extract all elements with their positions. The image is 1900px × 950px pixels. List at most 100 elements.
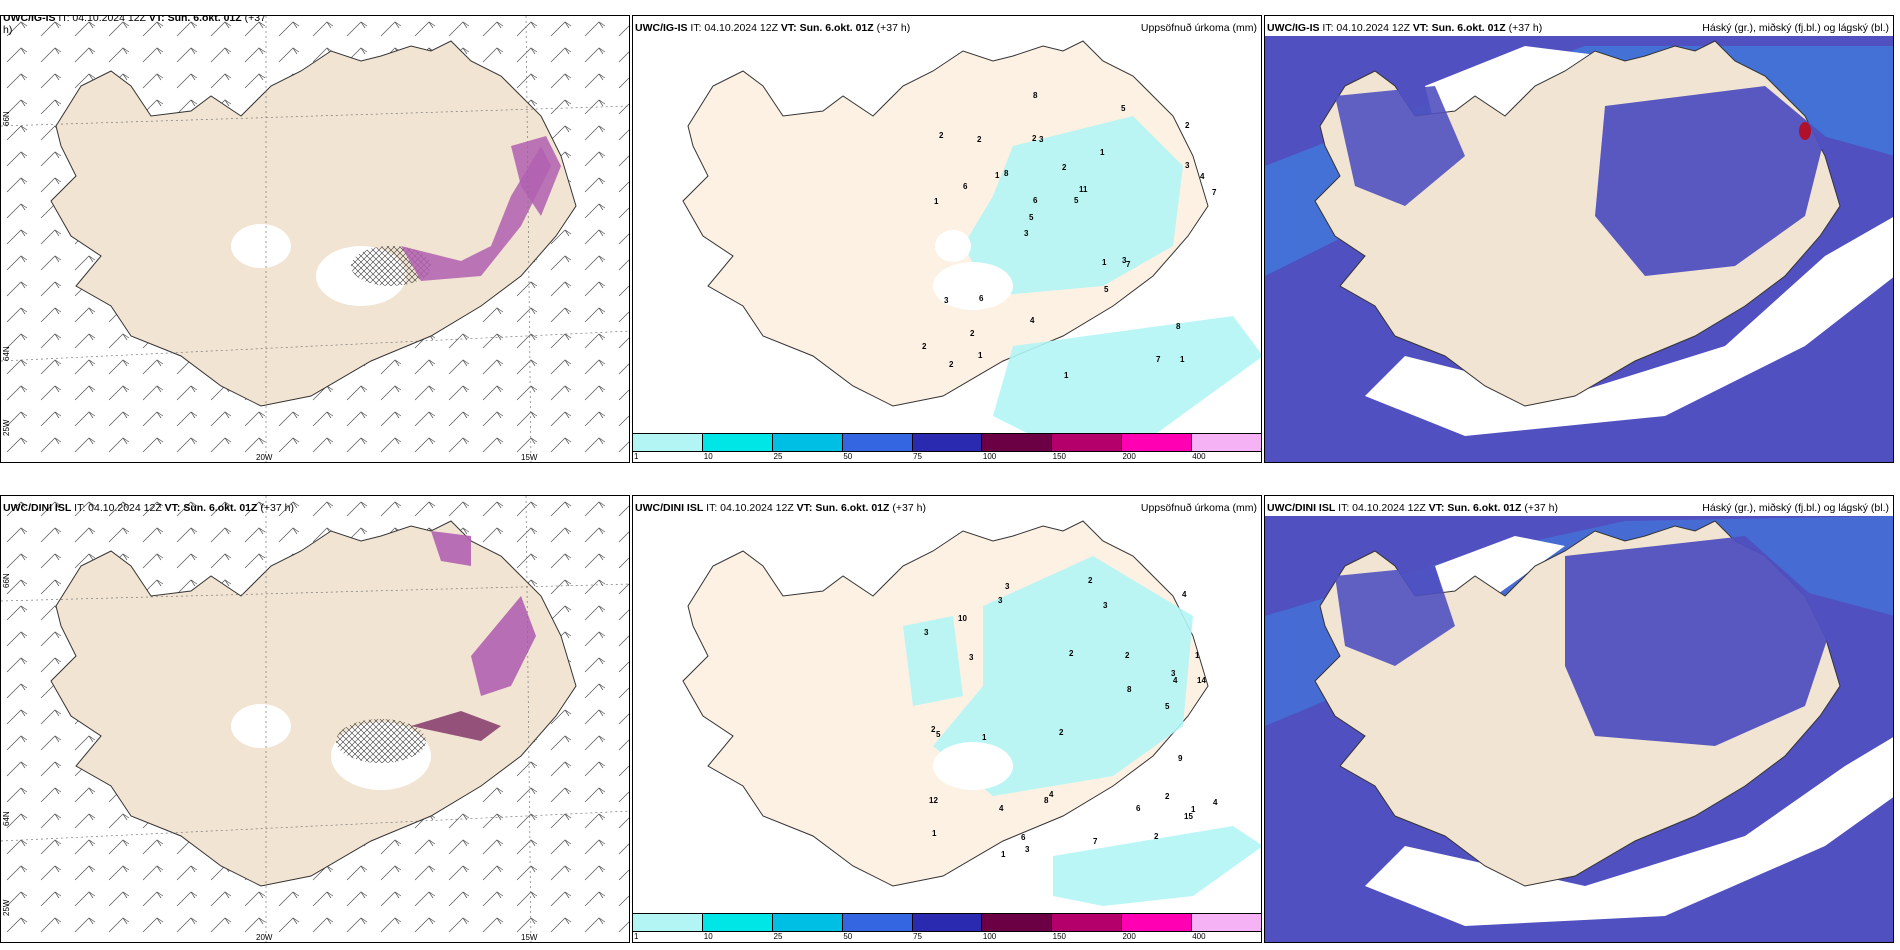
precip-value: 1 — [934, 197, 939, 206]
precip-value: 5 — [1029, 213, 1034, 222]
precip-value: 10 — [958, 614, 967, 623]
precip-value: 2 — [922, 342, 927, 351]
lon-label: 20W — [256, 453, 273, 462]
glacier — [933, 742, 1013, 790]
high-cloud — [1565, 536, 1835, 746]
precip-value: 3 — [1122, 256, 1127, 265]
precip-value: 7 — [1212, 188, 1217, 197]
colorbar-tick: 75 — [913, 452, 923, 461]
colorbar-ticks: 1 10 25 50 75 100 150 200 400 — [633, 932, 1261, 942]
clear-area — [1365, 737, 1893, 926]
lon-label: 15W — [521, 453, 538, 462]
panel-wind-ig: UWC/IG-IS IT: 04.10.2024 12Z VT: Sun. 6.… — [0, 15, 630, 463]
colorbar-swatch — [982, 914, 1053, 931]
panel-title: UWC/IG-IS IT: 04.10.2024 12Z VT: Sun. 6.… — [635, 22, 911, 34]
colorbar-tick: 200 — [1122, 452, 1136, 461]
precip-value: 1 — [1001, 850, 1006, 859]
precip-value: 2 — [977, 135, 982, 144]
precip-value: 4 — [1182, 590, 1187, 599]
high-cloud — [1335, 86, 1465, 206]
precip-value: 3 — [1103, 601, 1108, 610]
snow-area — [431, 531, 471, 566]
panel-precip-ig: UWC/IG-IS IT: 04.10.2024 12Z VT: Sun. 6.… — [632, 15, 1262, 463]
precip-area — [1053, 826, 1261, 906]
precip-value: 15 — [1184, 812, 1193, 821]
precip-value: 4 — [1213, 798, 1218, 807]
precip-value: 1 — [1180, 355, 1185, 364]
precip-value: 3 — [924, 628, 929, 637]
colorbar-tick: 100 — [982, 932, 997, 941]
precip-value: 2 — [1125, 651, 1130, 660]
snow-area — [411, 711, 501, 741]
colorbar-swatch — [1192, 434, 1261, 451]
precip-value: 3 — [1005, 582, 1010, 591]
precip-value: 7 — [1156, 355, 1161, 364]
precip-value: 5 — [936, 730, 941, 739]
precip-value: 1 — [1195, 651, 1200, 660]
colorbar-swatch — [702, 914, 773, 931]
lon-label: 20W — [256, 933, 273, 942]
precip-value: 8 — [1004, 169, 1009, 178]
low-cloud — [1799, 122, 1811, 140]
precip-value: 3 — [969, 653, 974, 662]
precip-value: 2 — [1165, 792, 1170, 801]
precip-value: 2 — [1069, 649, 1074, 658]
precip-value: 5 — [1121, 104, 1126, 113]
precip-value: 8 — [1033, 91, 1038, 100]
precip-value: 8 — [1044, 796, 1049, 805]
precip-value: 1 — [1102, 258, 1107, 267]
precip-value: 4 — [999, 804, 1004, 813]
lat-label: 64N — [2, 346, 11, 361]
colorbar-swatch — [702, 434, 773, 451]
panel-clouds-ig: UWC/IG-IS IT: 04.10.2024 12Z VT: Sun. 6.… — [1264, 15, 1894, 463]
precip-value: 1 — [982, 733, 987, 742]
colorbar-swatch — [912, 914, 983, 931]
precip-value: 1 — [1191, 805, 1196, 814]
precip-value: 2 — [931, 725, 936, 734]
lat-label: 64N — [2, 811, 11, 826]
panel-clouds-dini: UWC/DINI ISL IT: 04.10.2024 12Z VT: Sun.… — [1264, 495, 1894, 943]
colorbar-swatch — [633, 914, 703, 931]
precip-value: 3 — [1171, 669, 1176, 678]
precip-value: 2 — [1062, 163, 1067, 172]
precip-value: 1 — [1064, 371, 1069, 380]
colorbar-tick: 75 — [913, 932, 923, 941]
precip-value: 2 — [1154, 832, 1159, 841]
colorbar-tick: 10 — [703, 452, 713, 461]
panel-subtitle: Háský (gr.), miðský (fj.bl.) og lágský (… — [1702, 22, 1889, 34]
lon-label: 25W — [2, 419, 11, 436]
precip-value: 1 — [932, 829, 937, 838]
wind-map — [1, 16, 629, 462]
hatch-area — [336, 719, 426, 763]
precip-value: 1 — [1100, 148, 1105, 157]
precip-value: 2 — [1088, 576, 1093, 585]
precip-value: 7 — [1126, 260, 1131, 269]
precip-value: 12 — [929, 796, 938, 805]
colorbar — [633, 433, 1261, 452]
precip-value: 3 — [1025, 845, 1030, 854]
precip-value: 4 — [1030, 316, 1035, 325]
precip-value: 2 — [939, 131, 944, 140]
precip-value: 2 — [949, 360, 954, 369]
lon-label: 15W — [521, 933, 538, 942]
panel-title: UWC/IG-IS IT: 04.10.2024 12Z VT: Sun. 6.… — [3, 15, 266, 36]
precip-area — [933, 556, 1193, 796]
precip-value: 5 — [1074, 196, 1079, 205]
panel-title: UWC/IG-IS IT: 04.10.2024 12Z VT: Sun. 6.… — [1267, 22, 1543, 34]
colorbar-swatch — [1052, 914, 1123, 931]
precip-value: 6 — [1136, 804, 1141, 813]
precip-value: 1 — [978, 351, 983, 360]
high-cloud — [1335, 566, 1455, 666]
precip-value: 6 — [979, 294, 984, 303]
colorbar-swatch — [982, 434, 1053, 451]
colorbar — [633, 913, 1261, 932]
colorbar-swatch — [633, 434, 703, 451]
precip-value: 9 — [1178, 754, 1183, 763]
precip-value: 5 — [1165, 702, 1170, 711]
colorbar-tick: 50 — [843, 452, 853, 461]
colorbar-tick: 25 — [773, 932, 783, 941]
precip-value: 2 — [1185, 121, 1190, 130]
precip-area — [993, 316, 1261, 446]
panel-subtitle: Uppsöfnuð úrkoma (mm) — [1140, 502, 1257, 514]
cloud-map — [1265, 516, 1893, 942]
